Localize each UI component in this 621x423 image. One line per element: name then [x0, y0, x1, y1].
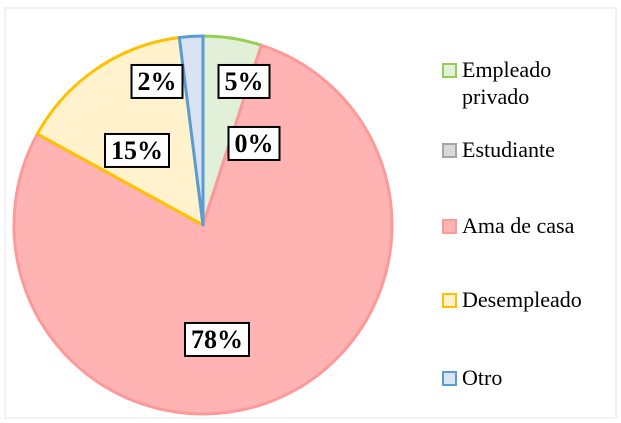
data-label: 15% [111, 136, 163, 165]
data-label: 78% [191, 325, 243, 354]
data-label-box [227, 125, 281, 161]
legend-label: Otro [462, 365, 503, 390]
data-label-group: 15% [104, 132, 170, 168]
legend-label: Ama de casa [462, 213, 575, 238]
pie-slice [12, 43, 394, 416]
data-label-box [130, 63, 184, 99]
legend-label: Desempleado [462, 287, 582, 312]
legend-swatch [442, 371, 457, 386]
legend-item: Ama de casa [440, 212, 600, 239]
data-label-box [104, 132, 170, 168]
data-label-box [217, 63, 271, 99]
legend-item: Empleado privado [440, 56, 600, 110]
legend-swatch [442, 63, 457, 78]
legend-label: Empleado privado [462, 57, 552, 109]
data-label-group: 5% [217, 63, 271, 99]
legend-item: Desempleado [440, 286, 600, 313]
data-label-group: 0% [227, 125, 281, 161]
data-label-box [184, 321, 250, 357]
legend-swatch [442, 219, 457, 234]
data-label-group: 2% [130, 63, 184, 99]
pie-slice [177, 34, 205, 227]
data-label: 0% [235, 129, 274, 158]
data-label: 2% [138, 67, 177, 96]
data-label-group: 78% [184, 321, 250, 357]
legend-label: Estudiante [462, 137, 555, 162]
legend-item: Otro [440, 364, 600, 391]
legend-swatch [442, 293, 457, 308]
legend-item: Estudiante [440, 136, 600, 163]
legend-swatch [442, 143, 457, 158]
data-label: 5% [225, 67, 264, 96]
